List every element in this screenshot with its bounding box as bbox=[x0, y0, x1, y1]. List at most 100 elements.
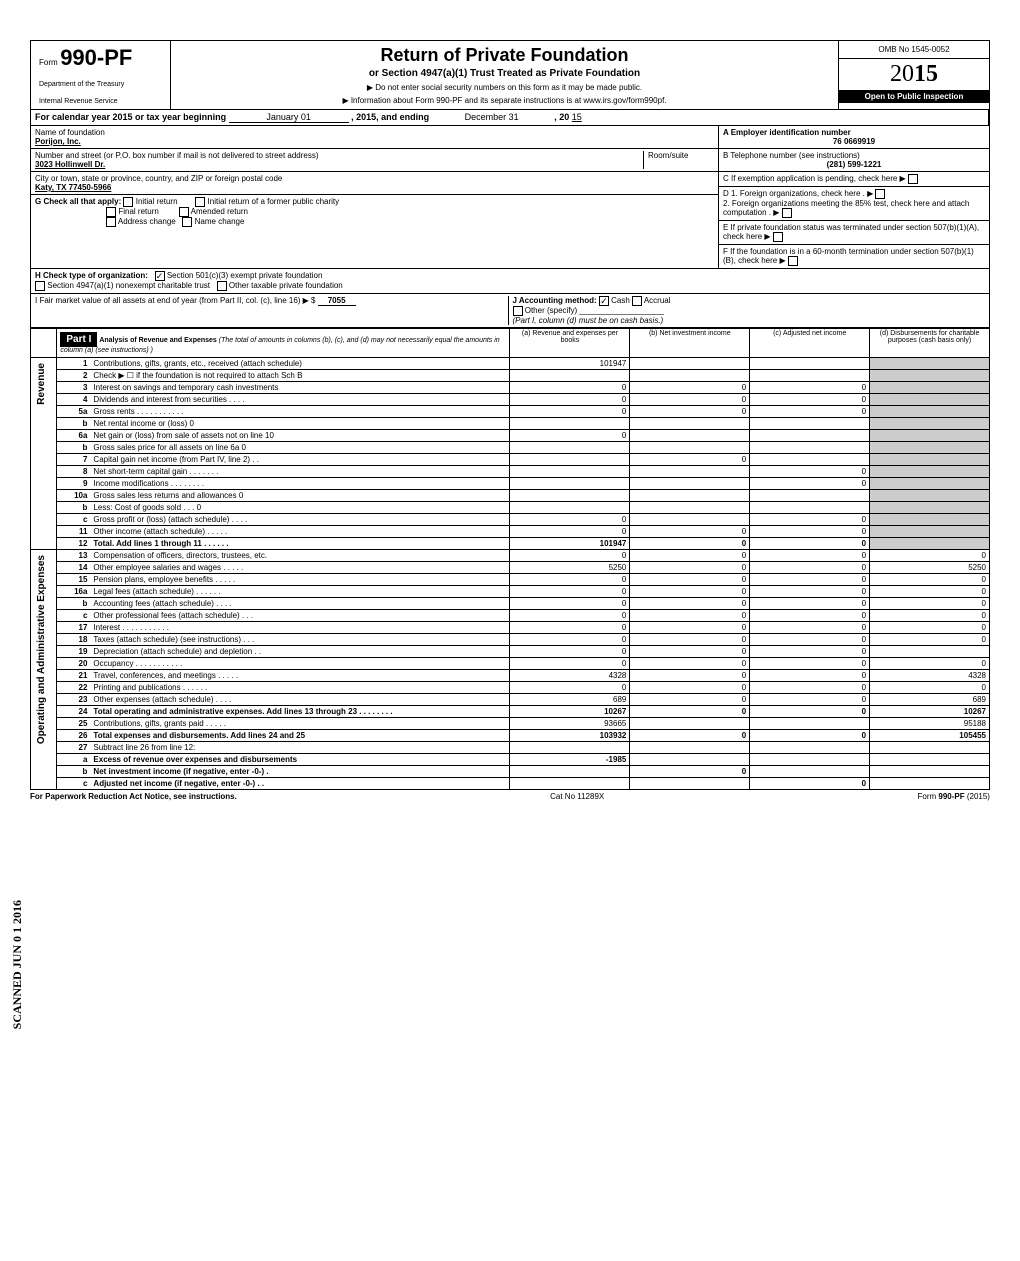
opt-amended: Amended return bbox=[191, 207, 248, 216]
line-desc: Depreciation (attach schedule) and deple… bbox=[90, 646, 510, 658]
checkbox-d2[interactable] bbox=[782, 208, 792, 218]
line-number: 24 bbox=[57, 706, 91, 718]
cell-a bbox=[510, 766, 630, 778]
line-number: 13 bbox=[57, 550, 91, 562]
line-desc: Interest . . . . . . . . . . . bbox=[90, 622, 510, 634]
cell-a: 4328 bbox=[510, 670, 630, 682]
cell-a: 101947 bbox=[510, 358, 630, 370]
cell-b: 0 bbox=[630, 610, 750, 622]
checkbox-other-method[interactable] bbox=[513, 306, 523, 316]
addr-label: Number and street (or P.O. box number if… bbox=[35, 151, 643, 160]
cell-c: 0 bbox=[750, 682, 870, 694]
table-row: bLess: Cost of goods sold . . . 0 bbox=[31, 502, 990, 514]
cell-a bbox=[510, 490, 630, 502]
checkbox-c[interactable] bbox=[908, 174, 918, 184]
cell-d: 0 bbox=[870, 586, 990, 598]
cell-a: 103932 bbox=[510, 730, 630, 742]
main-title: Return of Private Foundation bbox=[175, 45, 834, 66]
section-g-label: G Check all that apply: bbox=[35, 197, 121, 206]
checkbox-amended[interactable] bbox=[179, 207, 189, 217]
checkbox-cash[interactable] bbox=[599, 296, 609, 306]
cell-d bbox=[870, 466, 990, 478]
footer-mid: Cat No 11289X bbox=[550, 792, 604, 801]
table-row: 24Total operating and administrative exp… bbox=[31, 706, 990, 718]
phone-value: (281) 599-1221 bbox=[723, 160, 985, 169]
cell-d bbox=[870, 418, 990, 430]
table-row: 2Check ▶ ☐ if the foundation is not requ… bbox=[31, 370, 990, 382]
table-row: 16aLegal fees (attach schedule) . . . . … bbox=[31, 586, 990, 598]
line-desc: Taxes (attach schedule) (see instruction… bbox=[90, 634, 510, 646]
line-number: 7 bbox=[57, 454, 91, 466]
line-desc: Net investment income (if negative, ente… bbox=[90, 766, 510, 778]
line-number: 5a bbox=[57, 406, 91, 418]
line-desc: Net short-term capital gain . . . . . . … bbox=[90, 466, 510, 478]
omb-number: OMB No 1545-0052 bbox=[839, 41, 989, 59]
line-desc: Dividends and interest from securities .… bbox=[90, 394, 510, 406]
table-row: 18Taxes (attach schedule) (see instructi… bbox=[31, 634, 990, 646]
table-row: 27Subtract line 26 from line 12: bbox=[31, 742, 990, 754]
end-date: December 31 bbox=[432, 112, 552, 122]
cell-b: 0 bbox=[630, 382, 750, 394]
cell-d bbox=[870, 454, 990, 466]
line-number: 15 bbox=[57, 574, 91, 586]
form-header: Form 990-PF Department of the Treasury I… bbox=[30, 40, 990, 110]
checkbox-accrual[interactable] bbox=[632, 296, 642, 306]
city-label: City or town, state or province, country… bbox=[35, 174, 714, 183]
cell-d: 0 bbox=[870, 682, 990, 694]
line-desc: Total operating and administrative expen… bbox=[90, 706, 510, 718]
line-number: c bbox=[57, 514, 91, 526]
cell-d: 0 bbox=[870, 550, 990, 562]
cell-c bbox=[750, 370, 870, 382]
cell-a bbox=[510, 478, 630, 490]
cell-c bbox=[750, 718, 870, 730]
cell-c: 0 bbox=[750, 610, 870, 622]
d2-label: 2. Foreign organizations meeting the 85%… bbox=[723, 199, 969, 217]
line-number: b bbox=[57, 766, 91, 778]
scanned-stamp: SCANNED JUN 0 1 2016 bbox=[10, 900, 25, 1029]
tax-year-mid: , 2015, and ending bbox=[351, 112, 429, 122]
section-h: H Check type of organization: Section 50… bbox=[30, 269, 990, 294]
line-desc: Adjusted net income (if negative, enter … bbox=[90, 778, 510, 790]
title-box: Return of Private Foundation or Section … bbox=[171, 41, 839, 109]
cell-a: 689 bbox=[510, 694, 630, 706]
cell-c: 0 bbox=[750, 406, 870, 418]
tax-year-suffix: , 20 bbox=[554, 112, 569, 122]
line-number: a bbox=[57, 754, 91, 766]
checkbox-f[interactable] bbox=[788, 256, 798, 266]
cell-a: 101947 bbox=[510, 538, 630, 550]
cell-a: 0 bbox=[510, 430, 630, 442]
checkbox-4947[interactable] bbox=[35, 281, 45, 291]
table-row: bAccounting fees (attach schedule) . . .… bbox=[31, 598, 990, 610]
cell-c: 0 bbox=[750, 478, 870, 490]
cell-c bbox=[750, 490, 870, 502]
checkbox-e[interactable] bbox=[773, 232, 783, 242]
line-desc: Other income (attach schedule) . . . . . bbox=[90, 526, 510, 538]
cell-b: 0 bbox=[630, 454, 750, 466]
cell-d bbox=[870, 442, 990, 454]
cell-a bbox=[510, 418, 630, 430]
checkbox-other-taxable[interactable] bbox=[217, 281, 227, 291]
cell-b: 0 bbox=[630, 538, 750, 550]
checkbox-name-change[interactable] bbox=[182, 217, 192, 227]
checkbox-addr-change[interactable] bbox=[106, 217, 116, 227]
opt-name: Name change bbox=[195, 217, 245, 226]
table-row: 3Interest on savings and temporary cash … bbox=[31, 382, 990, 394]
cell-b: 0 bbox=[630, 766, 750, 778]
checkbox-final-return[interactable] bbox=[106, 207, 116, 217]
instruction-1: ▶ Do not enter social security numbers o… bbox=[175, 83, 834, 92]
cell-b: 0 bbox=[630, 574, 750, 586]
cell-a: 0 bbox=[510, 658, 630, 670]
checkbox-501c3[interactable] bbox=[155, 271, 165, 281]
cell-a bbox=[510, 466, 630, 478]
cell-c: 0 bbox=[750, 538, 870, 550]
line-desc: Gross rents . . . . . . . . . . . bbox=[90, 406, 510, 418]
opt-initial: Initial return bbox=[136, 197, 178, 206]
cell-b bbox=[630, 358, 750, 370]
cell-d bbox=[870, 394, 990, 406]
line-number: 9 bbox=[57, 478, 91, 490]
checkbox-initial-return[interactable] bbox=[123, 197, 133, 207]
checkbox-d1[interactable] bbox=[875, 189, 885, 199]
f-label: F If the foundation is in a 60-month ter… bbox=[723, 247, 974, 265]
cell-b bbox=[630, 442, 750, 454]
checkbox-initial-former[interactable] bbox=[195, 197, 205, 207]
